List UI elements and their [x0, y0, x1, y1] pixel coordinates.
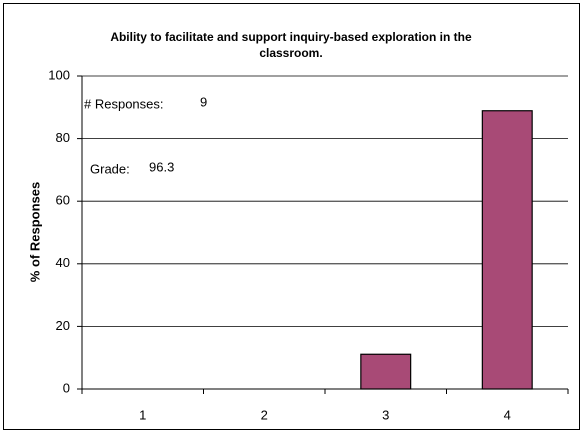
- y-axis-label: % of Responses: [27, 182, 42, 282]
- annotation-label: Grade:: [90, 161, 130, 176]
- x-tick-label: 1: [139, 407, 146, 422]
- y-tick-label: 80: [56, 130, 70, 145]
- x-tick-label: 2: [261, 407, 268, 422]
- x-tick-label: 3: [382, 407, 389, 422]
- bar: [481, 110, 533, 390]
- x-tick-label: 4: [504, 407, 511, 422]
- y-tick-label: 40: [56, 255, 70, 270]
- chart-title: Ability to facilitate and support inquir…: [110, 30, 472, 60]
- bar: [360, 353, 412, 390]
- annotation-value: 96.3: [149, 159, 174, 174]
- y-tick-label: 0: [63, 380, 70, 395]
- y-tick-label: 100: [48, 67, 70, 82]
- frame: [3, 3, 580, 430]
- annotation-label: # Responses:: [84, 96, 164, 111]
- y-tick-label: 20: [56, 318, 70, 333]
- y-tick-label: 60: [56, 193, 70, 208]
- annotation-value: 9: [200, 94, 207, 109]
